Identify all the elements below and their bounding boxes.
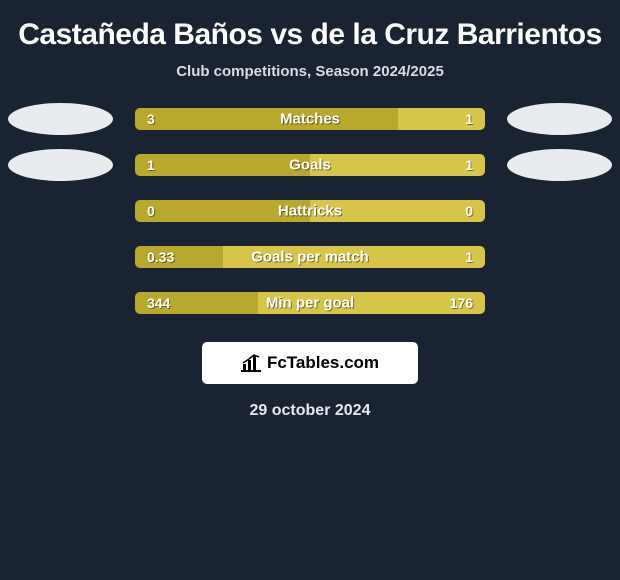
left-bubble — [8, 149, 113, 181]
stat-right-value: 1 — [465, 157, 473, 173]
stat-bar-right: 1 — [398, 108, 486, 130]
stat-bar: 344 176 Min per goal — [135, 292, 485, 314]
stat-right-value: 0 — [465, 203, 473, 219]
stat-row: 0 0 Hattricks — [0, 200, 620, 222]
stat-bar: 3 1 Matches — [135, 108, 485, 130]
source-logo: FcTables.com — [202, 342, 418, 384]
stat-bar: 0.33 1 Goals per match — [135, 246, 485, 268]
stat-bar-right: 1 — [310, 154, 485, 176]
stat-label: Goals per match — [251, 249, 369, 266]
stat-right-value: 176 — [450, 295, 473, 311]
stat-row: 0.33 1 Goals per match — [0, 246, 620, 268]
subtitle: Club competitions, Season 2024/2025 — [0, 63, 620, 80]
stat-label: Min per goal — [266, 295, 354, 312]
stat-bar: 1 1 Goals — [135, 154, 485, 176]
stat-left-value: 3 — [147, 111, 155, 127]
stat-right-value: 1 — [465, 111, 473, 127]
logo-text: FcTables.com — [267, 353, 379, 373]
left-bubble — [8, 103, 113, 135]
stat-row: 3 1 Matches — [0, 108, 620, 130]
stat-bar-left: 344 — [135, 292, 258, 314]
stat-bar: 0 0 Hattricks — [135, 200, 485, 222]
stat-label: Goals — [289, 157, 331, 174]
stat-bar-left: 3 — [135, 108, 398, 130]
right-bubble — [507, 103, 612, 135]
stat-bar-left: 0.33 — [135, 246, 223, 268]
page-title: Castañeda Baños vs de la Cruz Barrientos — [10, 18, 610, 51]
stat-row: 1 1 Goals — [0, 154, 620, 176]
stats-list: 3 1 Matches 1 1 Goals 0 0 Hattricks 0.33 1 Goals pe… — [0, 108, 620, 314]
right-bubble — [507, 149, 612, 181]
stat-right-value: 1 — [465, 249, 473, 265]
stat-label: Matches — [280, 111, 340, 128]
date-label: 29 october 2024 — [0, 402, 620, 420]
chart-icon — [241, 354, 261, 372]
comparison-card: Castañeda Baños vs de la Cruz Barrientos… — [0, 0, 620, 430]
stat-bar-left: 1 — [135, 154, 310, 176]
stat-left-value: 344 — [147, 295, 170, 311]
stat-left-value: 0 — [147, 203, 155, 219]
stat-left-value: 1 — [147, 157, 155, 173]
stat-label: Hattricks — [278, 203, 342, 220]
stat-row: 344 176 Min per goal — [0, 292, 620, 314]
stat-left-value: 0.33 — [147, 249, 174, 265]
